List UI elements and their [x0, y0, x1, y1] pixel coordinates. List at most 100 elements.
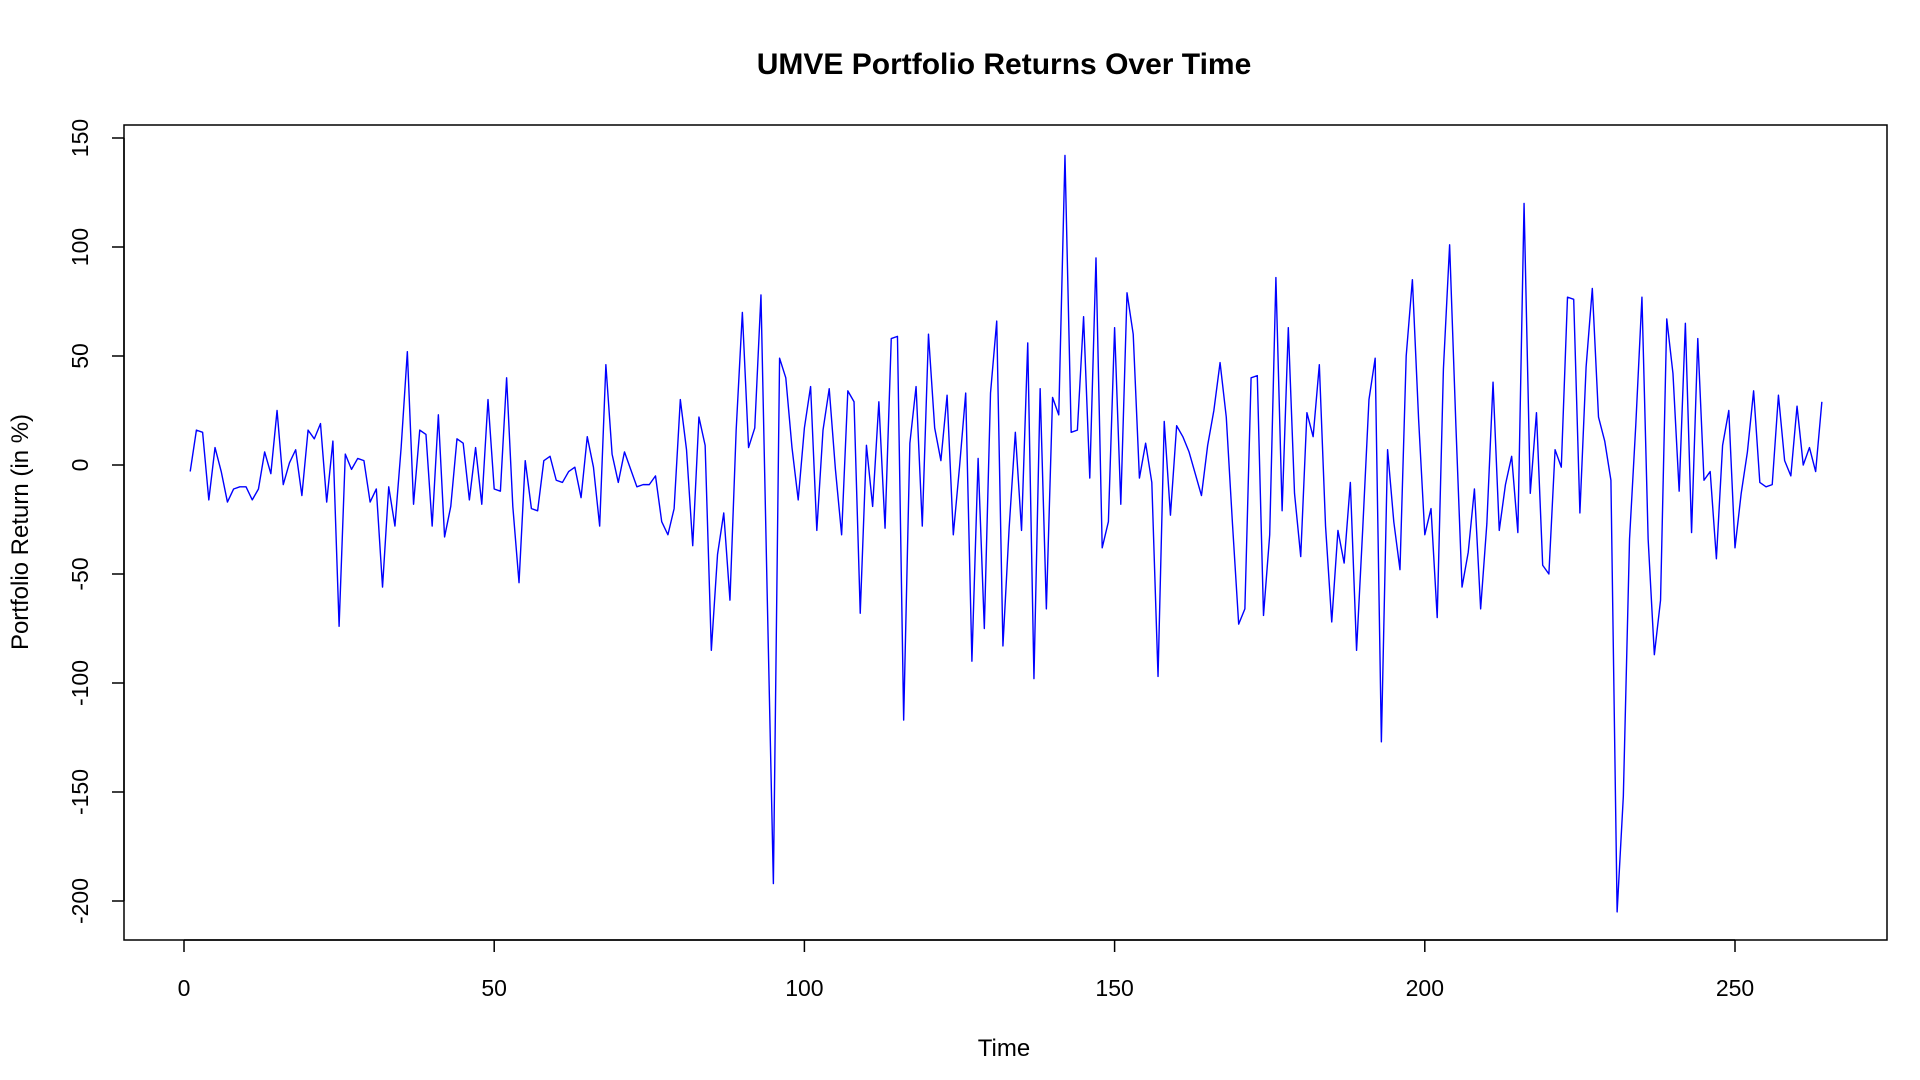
data-point [921, 525, 923, 527]
data-point [258, 488, 260, 490]
data-point [196, 429, 198, 431]
data-point [680, 399, 682, 401]
data-point [673, 508, 675, 510]
data-point [1089, 477, 1091, 479]
data-point [1461, 586, 1463, 588]
data-point [847, 390, 849, 392]
data-point [1263, 615, 1265, 617]
data-point [580, 497, 582, 499]
data-point [1579, 512, 1581, 514]
data-point [1436, 617, 1438, 619]
data-point [1350, 482, 1352, 484]
data-point [1554, 449, 1556, 451]
x-axis: 0 50 100 150 200 250 [178, 939, 1754, 1001]
x-tick-label: 50 [481, 975, 507, 1001]
data-point [1660, 599, 1662, 601]
chart-title: UMVE Portfolio Returns Over Time [757, 48, 1252, 81]
data-point [599, 525, 601, 527]
data-point [512, 506, 514, 508]
data-point [748, 447, 750, 449]
data-point [1046, 608, 1048, 610]
data-point [1120, 503, 1122, 505]
data-point [1170, 514, 1172, 516]
data-point [419, 429, 421, 431]
data-point [1126, 292, 1128, 294]
data-point [1083, 316, 1085, 318]
data-point [320, 423, 322, 425]
y-tick-label: -50 [67, 557, 93, 590]
data-point [1058, 414, 1060, 416]
data-point [1474, 488, 1476, 490]
data-point [1548, 573, 1550, 575]
data-point [630, 469, 632, 471]
data-point [1108, 521, 1110, 523]
data-point [388, 486, 390, 488]
data-point [1157, 676, 1159, 678]
data-point [531, 508, 533, 510]
data-point [1771, 484, 1773, 486]
data-point [351, 469, 353, 471]
data-point [1039, 388, 1041, 390]
data-point [251, 499, 253, 501]
data-point [233, 488, 235, 490]
data-point [307, 429, 309, 431]
data-point [543, 460, 545, 462]
data-point [444, 536, 446, 538]
data-point [1188, 451, 1190, 453]
data-point [220, 471, 222, 473]
data-point [1592, 288, 1594, 290]
data-point [462, 442, 464, 444]
y-tick-label: 100 [67, 228, 93, 266]
x-axis-label: Time [978, 1035, 1030, 1062]
data-point [605, 364, 607, 366]
data-point [1232, 523, 1234, 525]
data-point [1678, 490, 1680, 492]
series-line-portfolio-returns [189, 154, 1823, 913]
y-tick-label: 50 [67, 343, 93, 369]
data-point [282, 484, 284, 486]
data-point [1374, 357, 1376, 359]
data-point [872, 506, 874, 508]
data-point [487, 399, 489, 401]
data-point [1492, 381, 1494, 383]
data-point [1430, 508, 1432, 510]
data-point [903, 719, 905, 721]
data-point [1201, 495, 1203, 497]
data-point [1008, 527, 1010, 529]
data-point [1225, 416, 1227, 418]
data-point [1790, 475, 1792, 477]
data-point [1027, 342, 1029, 344]
data-point [469, 499, 471, 501]
x-tick-label: 100 [785, 975, 823, 1001]
data-point [425, 434, 427, 436]
data-point [766, 593, 768, 595]
data-point [1709, 471, 1711, 473]
data-point [1523, 203, 1525, 205]
data-point [617, 482, 619, 484]
data-point [1064, 155, 1066, 157]
data-point [1393, 521, 1395, 523]
data-point [1753, 390, 1755, 392]
data-point [549, 455, 551, 457]
data-point [338, 626, 340, 628]
data-point [686, 449, 688, 451]
data-point [1033, 678, 1035, 680]
y-tick-label: -200 [67, 878, 93, 924]
data-point [965, 392, 967, 394]
data-point [1151, 482, 1153, 484]
data-point [754, 427, 756, 429]
x-tick-label: 0 [178, 975, 191, 1001]
data-point [1213, 410, 1215, 412]
data-point [345, 453, 347, 455]
data-point [1740, 493, 1742, 495]
data-point [1077, 429, 1079, 431]
data-point [276, 410, 278, 412]
data-point [1467, 551, 1469, 553]
data-point [1145, 442, 1147, 444]
data-point [791, 447, 793, 449]
data-point [779, 357, 781, 359]
data-point [431, 525, 433, 527]
data-point [1070, 432, 1072, 434]
data-point [1238, 623, 1240, 625]
data-point [773, 883, 775, 885]
